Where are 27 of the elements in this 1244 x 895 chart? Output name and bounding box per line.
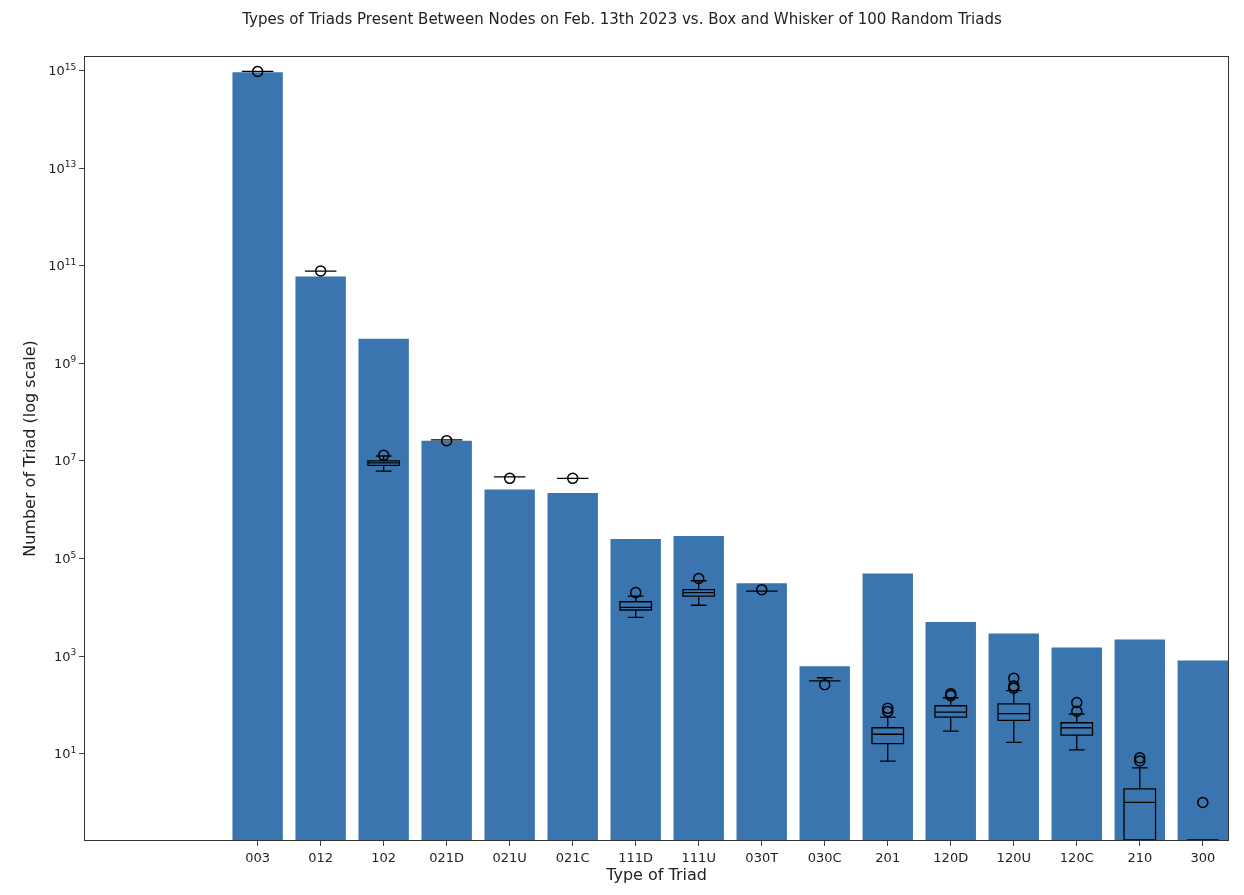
x-tick-label: 102 [371, 849, 397, 865]
x-tick-label: 120D [933, 849, 969, 865]
y-tick-label: 10$^{15}$ [48, 61, 77, 79]
y-tick-label: 10$^{7}$ [54, 452, 77, 469]
x-tick-label: 021C [555, 849, 590, 865]
y-tick-label: 10$^{5}$ [54, 549, 77, 567]
y-tick-label: 10$^{3}$ [54, 647, 77, 664]
x-tick-label: 111U [681, 849, 716, 865]
y-tick-label: 10$^{13}$ [48, 159, 77, 176]
x-tick-label: 030T [745, 849, 779, 865]
x-tick-label: 012 [308, 849, 334, 865]
x-tick-label: 021D [429, 849, 465, 865]
chart-title: Types of Triads Present Between Nodes on Feb. 13th 2023 vs. Box and Whisker of 100 Random Triads [241, 9, 1002, 28]
x-tick-label: 030C [807, 849, 842, 865]
x-tick-label: 021U [492, 849, 527, 865]
x-tick-label: 111D [618, 849, 654, 865]
x-tick-label: 003 [245, 849, 271, 865]
x-tick-label: 120U [996, 849, 1031, 865]
y-tick-label: 10$^{1}$ [54, 744, 77, 762]
x-tick-label: 120C [1059, 849, 1094, 865]
x-tick-label: 300 [1190, 849, 1216, 865]
x-tick-label: 210 [1127, 849, 1153, 865]
y-tick-label: 10$^{9}$ [54, 354, 77, 371]
x-tick-label: 201 [875, 849, 901, 865]
y-tick-label: 10$^{11}$ [48, 256, 77, 274]
x-axis-title: Type of Triad [605, 864, 707, 884]
y-axis-title: Number of Triad (log scale) [20, 340, 40, 557]
